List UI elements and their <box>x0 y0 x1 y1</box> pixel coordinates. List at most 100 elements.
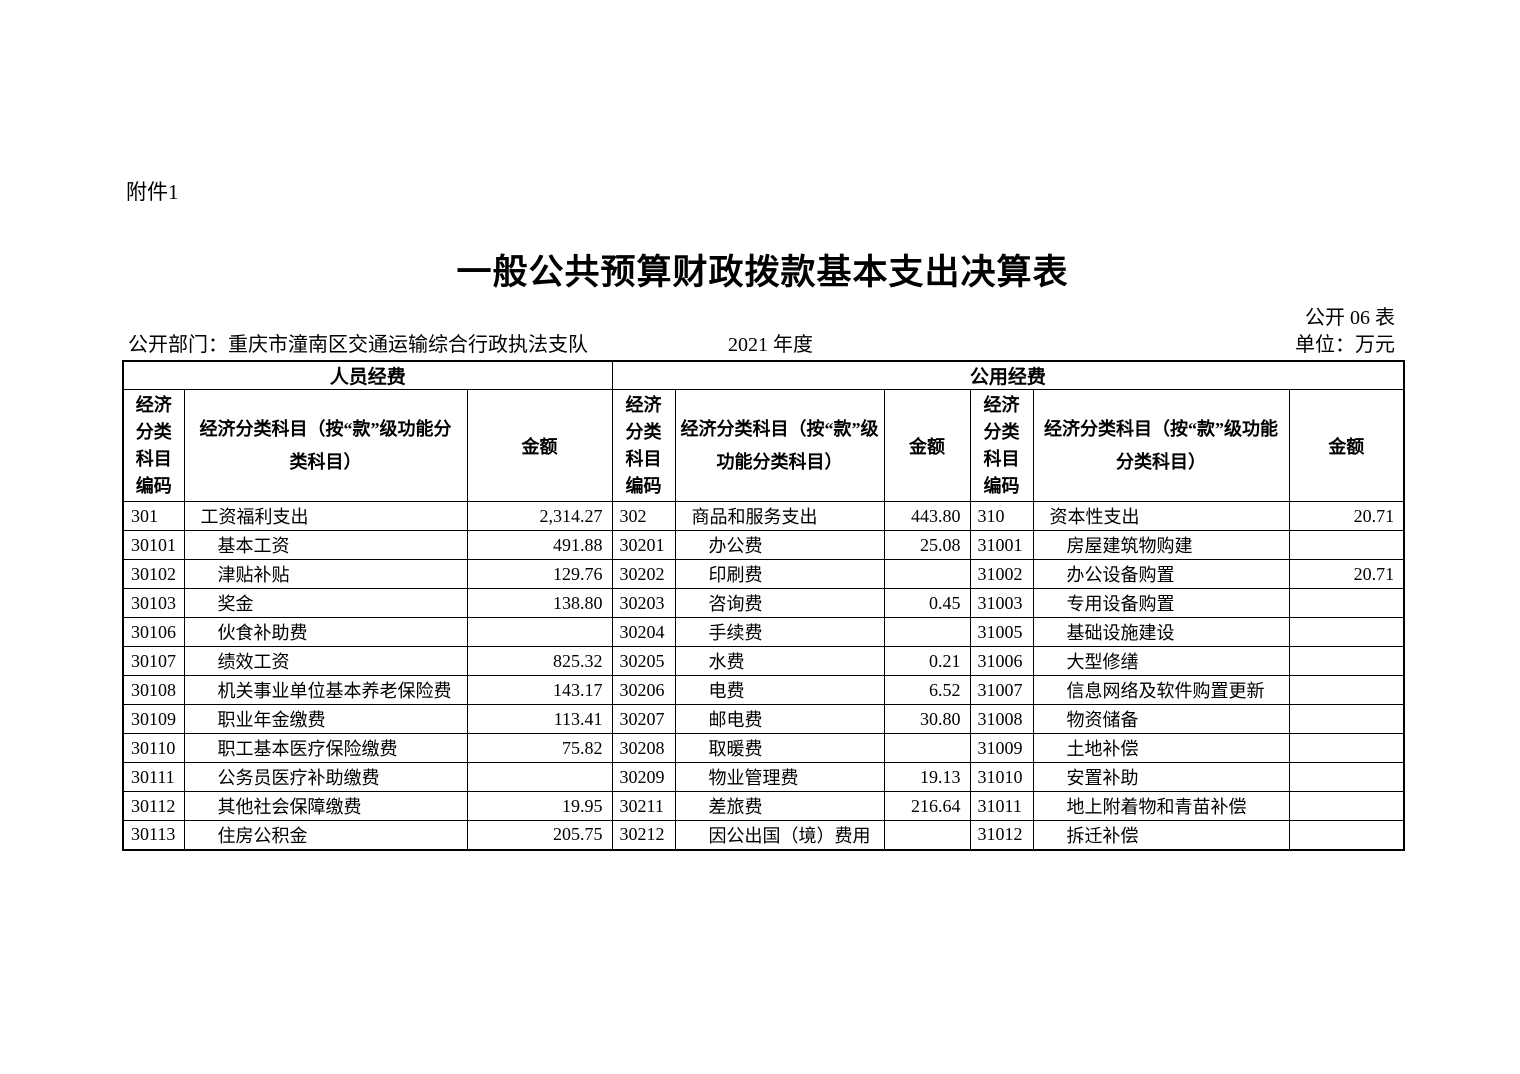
amount-cell <box>883 820 971 850</box>
column-header-code-3-text: 经济分类科目编码 <box>983 394 1020 496</box>
code-cell: 30212 <box>611 820 676 850</box>
amount-cell <box>466 617 613 647</box>
table-row: 30106 伙食补助费 30204 手续费 31005 基础设施建设 <box>122 617 1405 647</box>
subject-cell: 电费 <box>674 675 885 705</box>
subject-cell: 手续费 <box>674 617 885 647</box>
amount-cell <box>883 559 971 589</box>
amount-cell <box>1288 762 1405 792</box>
code-cell: 30206 <box>611 675 676 705</box>
amount-cell <box>1288 791 1405 821</box>
column-header-code-2: 经济分类科目编码 <box>611 389 676 502</box>
code-cell: 30208 <box>611 733 676 763</box>
subject-cell: 商品和服务支出 <box>674 501 885 531</box>
subject-cell: 基础设施建设 <box>1032 617 1290 647</box>
attachment-label: 附件1 <box>126 180 179 204</box>
code-cell: 30101 <box>122 530 185 560</box>
subject-cell: 住房公积金 <box>183 820 468 850</box>
subject-cell: 工资福利支出 <box>183 501 468 531</box>
subject-cell: 差旅费 <box>674 791 885 821</box>
amount-cell: 20.71 <box>1288 501 1405 531</box>
code-cell: 31003 <box>969 588 1034 618</box>
amount-cell: 113.41 <box>466 704 613 734</box>
amount-cell <box>883 733 971 763</box>
subject-cell: 水费 <box>674 646 885 676</box>
subject-cell: 伙食补助费 <box>183 617 468 647</box>
amount-cell: 443.80 <box>883 501 971 531</box>
column-header-row: 经济分类科目编码 经济分类科目（按“款”级功能分类科目） 金额 经济分类科目编码… <box>122 389 1405 502</box>
amount-cell: 216.64 <box>883 791 971 821</box>
subject-cell: 信息网络及软件购置更新 <box>1032 675 1290 705</box>
column-header-subject-1-text: 经济分类科目（按“款”级功能分类科目） <box>199 418 452 472</box>
code-cell: 30207 <box>611 704 676 734</box>
code-cell: 31007 <box>969 675 1034 705</box>
amount-cell <box>1288 588 1405 618</box>
amount-cell <box>1288 617 1405 647</box>
code-cell: 30103 <box>122 588 185 618</box>
code-cell: 301 <box>122 501 185 531</box>
amount-cell <box>1288 646 1405 676</box>
table-row: 30102 津贴补贴 129.76 30202 印刷费 31002 办公设备购置 20.71 <box>122 559 1405 589</box>
amount-cell <box>1288 820 1405 850</box>
subject-cell: 职工基本医疗保险缴费 <box>183 733 468 763</box>
code-cell: 31005 <box>969 617 1034 647</box>
subject-cell: 咨询费 <box>674 588 885 618</box>
code-cell: 30201 <box>611 530 676 560</box>
code-cell: 310 <box>969 501 1034 531</box>
amount-cell: 6.52 <box>883 675 971 705</box>
group-header-row: 人员经费 公用经费 <box>122 360 1405 390</box>
column-header-code-1: 经济分类科目编码 <box>122 389 185 502</box>
code-cell: 30211 <box>611 791 676 821</box>
code-cell: 31009 <box>969 733 1034 763</box>
code-cell: 30113 <box>122 820 185 850</box>
subject-cell: 邮电费 <box>674 704 885 734</box>
amount-cell <box>883 617 971 647</box>
amount-cell: 30.80 <box>883 704 971 734</box>
table-row: 301 工资福利支出 2,314.27 302 商品和服务支出 443.80 310 资本性支… <box>122 501 1405 531</box>
table-number-label: 公开 06 表 <box>1305 307 1395 329</box>
column-header-code-1-text: 经济分类科目编码 <box>135 394 172 496</box>
amount-cell: 0.21 <box>883 646 971 676</box>
amount-cell: 138.80 <box>466 588 613 618</box>
column-header-subject-3: 经济分类科目（按“款”级功能分类科目） <box>1032 389 1290 502</box>
table-body: 301 工资福利支出 2,314.27 302 商品和服务支出 443.80 310 资本性支… <box>122 501 1405 850</box>
amount-cell: 19.95 <box>466 791 613 821</box>
table-row: 30101 基本工资 491.88 30201 办公费 25.08 31001 房屋建筑物购建 <box>122 530 1405 560</box>
subject-cell: 基本工资 <box>183 530 468 560</box>
code-cell: 30112 <box>122 791 185 821</box>
amount-cell: 825.32 <box>466 646 613 676</box>
amount-cell: 2,314.27 <box>466 501 613 531</box>
amount-cell: 491.88 <box>466 530 613 560</box>
code-cell: 30205 <box>611 646 676 676</box>
subject-cell: 取暖费 <box>674 733 885 763</box>
table-row: 30112 其他社会保障缴费 19.95 30211 差旅费 216.64 31011 地上附… <box>122 791 1405 821</box>
subject-cell: 公务员医疗补助缴费 <box>183 762 468 792</box>
subject-cell: 物业管理费 <box>674 762 885 792</box>
group-header-public: 公用经费 <box>611 360 1405 390</box>
subject-cell: 办公设备购置 <box>1032 559 1290 589</box>
code-cell: 30102 <box>122 559 185 589</box>
column-header-code-2-text: 经济分类科目编码 <box>625 394 662 496</box>
code-cell: 30107 <box>122 646 185 676</box>
page-title: 一般公共预算财政拨款基本支出决算表 <box>456 253 1069 293</box>
subject-cell: 津贴补贴 <box>183 559 468 589</box>
column-header-subject-3-text: 经济分类科目（按“款”级功能分类科目） <box>1044 418 1279 472</box>
code-cell: 30106 <box>122 617 185 647</box>
code-cell: 31001 <box>969 530 1034 560</box>
amount-cell: 205.75 <box>466 820 613 850</box>
amount-cell: 143.17 <box>466 675 613 705</box>
column-header-subject-2-text: 经济分类科目（按“款”级功能分类科目） <box>680 418 879 472</box>
code-cell: 30209 <box>611 762 676 792</box>
code-cell: 30109 <box>122 704 185 734</box>
code-cell: 31006 <box>969 646 1034 676</box>
subject-cell: 资本性支出 <box>1032 501 1290 531</box>
amount-cell: 20.71 <box>1288 559 1405 589</box>
subject-cell: 大型修缮 <box>1032 646 1290 676</box>
code-cell: 31008 <box>969 704 1034 734</box>
table-row: 30108 机关事业单位基本养老保险费 143.17 30206 电费 6.52 31007… <box>122 675 1405 705</box>
amount-cell <box>1288 733 1405 763</box>
amount-cell <box>1288 530 1405 560</box>
table-row: 30107 绩效工资 825.32 30205 水费 0.21 31006 大型修缮 <box>122 646 1405 676</box>
table-row: 30103 奖金 138.80 30203 咨询费 0.45 31003 专用设备购置 <box>122 588 1405 618</box>
subject-cell: 安置补助 <box>1032 762 1290 792</box>
